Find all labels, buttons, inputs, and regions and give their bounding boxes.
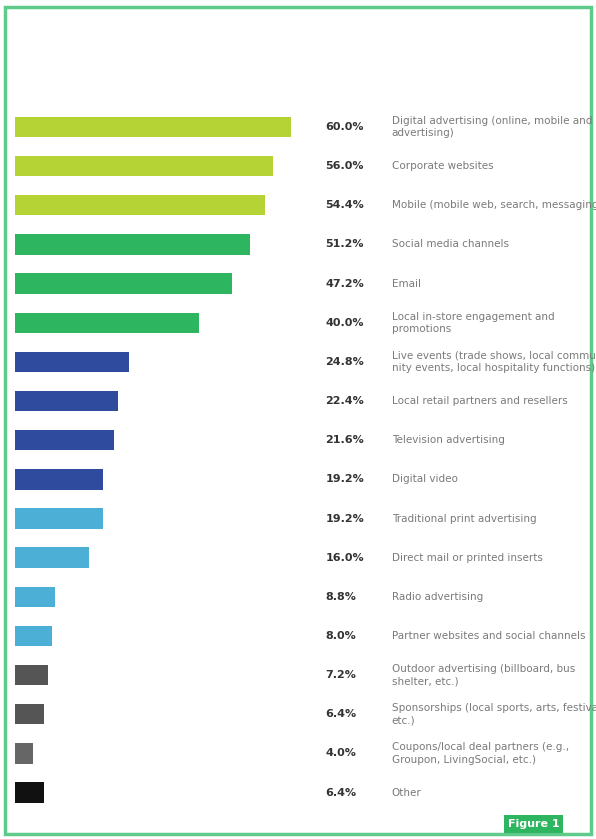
Text: Radio advertising: Radio advertising [392, 591, 483, 602]
Bar [15, 117, 291, 137]
Bar [15, 743, 33, 763]
Text: Figure 1: Figure 1 [508, 819, 559, 829]
Text: 56.0%: 56.0% [325, 161, 364, 171]
Text: 47.2%: 47.2% [325, 279, 364, 289]
Text: Email: Email [392, 279, 421, 289]
Text: Sponsorships (local sports, arts, festivals,
etc.): Sponsorships (local sports, arts, festiv… [392, 703, 596, 726]
Text: Traditional print advertising: Traditional print advertising [392, 513, 536, 524]
Bar [15, 704, 44, 724]
Bar [15, 274, 232, 294]
Text: 6.4%: 6.4% [325, 788, 356, 798]
Text: Digital video: Digital video [392, 474, 458, 484]
Text: 40.0%: 40.0% [325, 318, 364, 328]
Text: 21.6%: 21.6% [325, 435, 364, 446]
Text: 51.2%: 51.2% [325, 239, 364, 249]
Bar [15, 586, 55, 607]
Text: Thinking of your omnichannel strategy, what channels are most critical to achiev: Thinking of your omnichannel strategy, w… [15, 30, 596, 59]
Bar [15, 626, 52, 646]
Text: 60.0%: 60.0% [325, 122, 364, 132]
Text: 19.2%: 19.2% [325, 474, 364, 484]
Text: Other: Other [392, 788, 421, 798]
Bar [15, 195, 265, 216]
Text: 8.0%: 8.0% [325, 631, 356, 641]
Bar [15, 548, 89, 568]
Text: 16.0%: 16.0% [325, 553, 364, 563]
Text: Television advertising: Television advertising [392, 435, 504, 446]
Text: 8.8%: 8.8% [325, 591, 356, 602]
Text: 19.2%: 19.2% [325, 513, 364, 524]
Text: Live events (trade shows, local commu-
nity events, local hospitality functions): Live events (trade shows, local commu- n… [392, 351, 596, 373]
Bar [15, 156, 272, 176]
Bar [15, 352, 129, 372]
Text: Digital advertising (online, mobile and social
advertising): Digital advertising (online, mobile and … [392, 116, 596, 138]
Text: Partner websites and social channels: Partner websites and social channels [392, 631, 585, 641]
Text: 54.4%: 54.4% [325, 201, 364, 211]
Text: Local in-store engagement and
promotions: Local in-store engagement and promotions [392, 311, 554, 334]
Bar [15, 313, 199, 333]
Bar [15, 430, 114, 451]
Bar [15, 391, 118, 411]
Bar [15, 469, 103, 489]
Text: 7.2%: 7.2% [325, 670, 356, 680]
Bar [15, 508, 103, 529]
Text: Direct mail or printed inserts: Direct mail or printed inserts [392, 553, 542, 563]
Text: 24.8%: 24.8% [325, 357, 364, 367]
Text: Mobile (mobile web, search, messaging): Mobile (mobile web, search, messaging) [392, 201, 596, 211]
Text: Coupons/local deal partners (e.g.,
Groupon, LivingSocial, etc.): Coupons/local deal partners (e.g., Group… [392, 743, 569, 764]
Text: Corporate websites: Corporate websites [392, 161, 493, 171]
Text: Local retail partners and resellers: Local retail partners and resellers [392, 396, 567, 406]
Text: Outdoor advertising (billboard, bus
shelter, etc.): Outdoor advertising (billboard, bus shel… [392, 664, 575, 686]
Bar [15, 665, 48, 685]
Text: 22.4%: 22.4% [325, 396, 364, 406]
Text: Social media channels: Social media channels [392, 239, 508, 249]
Bar [15, 234, 250, 254]
Text: 4.0%: 4.0% [325, 748, 356, 758]
Bar [15, 783, 44, 803]
Text: 6.4%: 6.4% [325, 709, 356, 719]
